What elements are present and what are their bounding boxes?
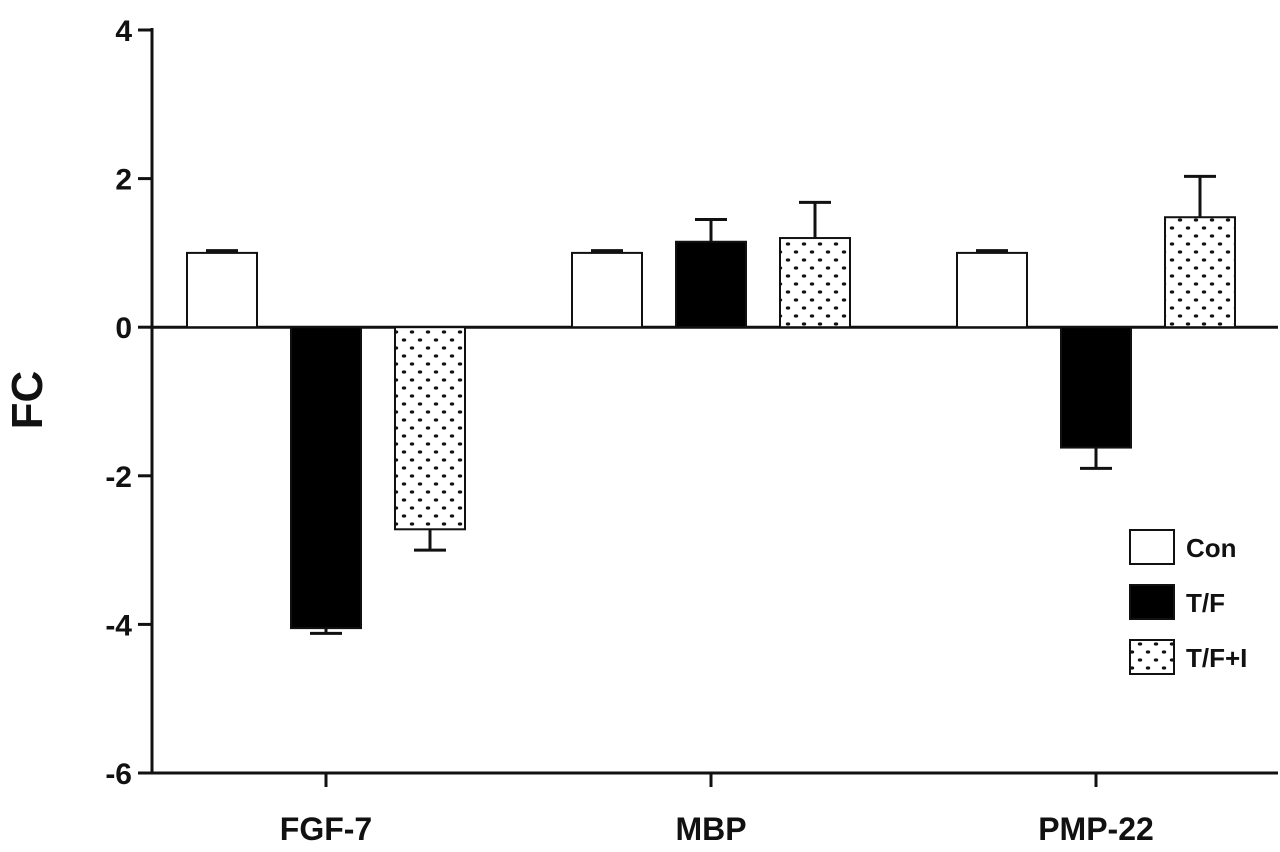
bar-con bbox=[571, 251, 643, 329]
bar-con bbox=[186, 251, 258, 329]
y-tick-label: -4 bbox=[105, 609, 132, 642]
legend-swatch-t-f-i bbox=[1129, 639, 1175, 675]
y-axis-title: FC bbox=[3, 371, 52, 430]
legend-label: T/F+I bbox=[1186, 643, 1247, 673]
legend-swatch-t-f bbox=[1129, 584, 1175, 620]
x-category-label: FGF-7 bbox=[280, 811, 372, 847]
y-tick-label: 2 bbox=[115, 164, 132, 197]
y-tick-label: 4 bbox=[115, 15, 132, 48]
x-category-label: MBP bbox=[675, 811, 746, 847]
bar-t-f-i bbox=[1164, 216, 1236, 329]
bar-con bbox=[956, 251, 1028, 329]
bar-t-f bbox=[675, 240, 747, 329]
x-category-label: PMP-22 bbox=[1038, 811, 1154, 847]
y-tick-label: 0 bbox=[115, 312, 132, 345]
legend-swatch-con bbox=[1129, 529, 1175, 565]
legend-label: Con bbox=[1186, 533, 1237, 563]
bar-t-f-i bbox=[394, 326, 466, 531]
bar-t-f bbox=[1060, 326, 1132, 449]
bar-t-f-i bbox=[779, 237, 851, 329]
legend-label: T/F bbox=[1186, 588, 1225, 618]
y-tick-label: -2 bbox=[105, 461, 132, 494]
bar-t-f bbox=[290, 326, 362, 630]
y-tick-label: -6 bbox=[105, 758, 132, 791]
